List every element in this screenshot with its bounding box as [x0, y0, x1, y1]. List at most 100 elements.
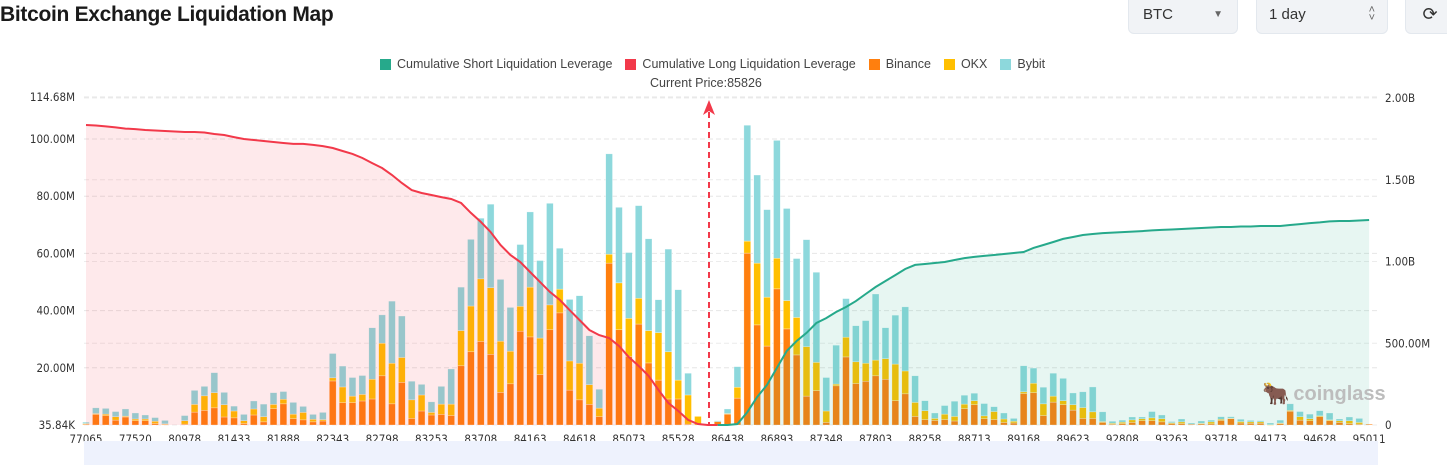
bar-okx [664, 351, 672, 400]
bar-bybit [644, 238, 653, 331]
bar-bybit [368, 327, 376, 380]
bar-bybit [1079, 391, 1087, 408]
zoom-slider[interactable] [84, 441, 1378, 465]
bar-bybit [802, 239, 811, 347]
bar-bybit [467, 239, 475, 307]
bar-bybit [1247, 420, 1255, 423]
legend-item-bybit[interactable]: Bybit [1000, 57, 1045, 71]
legend-swatch-bybit [1000, 58, 1012, 70]
range-select[interactable]: 1 day ˄ ˅ [1256, 0, 1388, 34]
bar-okx [625, 318, 633, 357]
bar-bybit [635, 205, 643, 299]
bar-okx [763, 296, 771, 347]
bar-bybit [990, 406, 998, 412]
watermark-text: coinglass [1293, 382, 1386, 405]
bar-bybit [1325, 412, 1334, 421]
bar-bybit [388, 300, 396, 364]
bar-bybit [338, 365, 347, 388]
symbol-select-value: BTC [1143, 5, 1173, 23]
bar-bybit [220, 392, 228, 405]
bar-bybit [1207, 419, 1215, 423]
y-left-tick-label: 40.00M [36, 304, 75, 318]
bar-bybit [1059, 378, 1067, 401]
bar-bybit [1227, 416, 1235, 419]
bar-bybit [1187, 422, 1196, 425]
y-right-tick-label: 1.50B [1385, 173, 1415, 187]
bar-okx [644, 330, 653, 364]
bar-bybit [575, 295, 584, 364]
refresh-button[interactable]: ⟳ [1405, 0, 1447, 34]
bar-bybit [1108, 421, 1117, 424]
bar-binance [1365, 423, 1373, 426]
bar-bybit [625, 252, 633, 319]
bull-logo-icon: 🐂 [1262, 381, 1290, 406]
bar-bybit [1069, 392, 1077, 405]
bar-bybit [871, 293, 880, 361]
bar-bybit [1158, 414, 1166, 419]
bar-okx [743, 240, 751, 254]
bar-bybit [753, 174, 761, 264]
bar-bybit [131, 412, 139, 420]
y-left-tick-label: 20.00M [36, 361, 75, 375]
bar-okx [753, 262, 761, 326]
bar-bybit [783, 208, 791, 301]
legend-item-binance[interactable]: Binance [868, 57, 931, 71]
bar-bybit [852, 325, 860, 363]
legend-swatch-long [625, 58, 637, 70]
bar-bybit [743, 125, 751, 242]
bar-bybit [240, 414, 248, 421]
bar-bybit [792, 258, 801, 318]
bar-bybit [1000, 412, 1008, 420]
bar-bybit [842, 298, 850, 338]
bar-bybit [1098, 411, 1107, 422]
refresh-icon: ⟳ [1422, 3, 1438, 24]
bar-bybit [1138, 416, 1146, 419]
bar-okx [654, 332, 663, 381]
bar-bybit [348, 377, 357, 397]
bar-bybit [299, 406, 307, 413]
legend-swatch-okx [943, 58, 955, 70]
bar-bybit [1177, 418, 1186, 423]
legend-item-short[interactable]: Cumulative Short Liquidation Leverage [380, 57, 612, 71]
bar-okx [605, 254, 613, 264]
symbol-select[interactable]: BTC ▼ [1128, 0, 1238, 34]
bar-bybit [1020, 365, 1028, 393]
bar-bybit [733, 366, 742, 388]
legend-label: Binance [885, 57, 931, 71]
bar-bybit [654, 299, 663, 333]
bar-bybit [487, 203, 495, 288]
bar-bybit [447, 368, 455, 405]
legend-item-long[interactable]: Cumulative Long Liquidation Leverage [625, 57, 856, 71]
bar-bybit [1197, 420, 1205, 424]
bar-bybit [289, 402, 297, 415]
bar-bybit [862, 320, 870, 364]
current-price-label: Current Price:85826 [650, 76, 762, 90]
bar-bybit [437, 386, 445, 405]
bar-bybit [269, 392, 278, 405]
legend-label: Bybit [1017, 57, 1046, 71]
bar-bybit [358, 375, 367, 395]
bar-bybit [378, 314, 386, 344]
bar-bybit [911, 375, 919, 403]
bar-okx [615, 282, 623, 331]
bar-bybit [1010, 418, 1018, 422]
bar-bybit [556, 247, 564, 290]
bar-bybit [102, 408, 110, 415]
bar-bybit [111, 411, 120, 417]
y-left-tick-label: 80.00M [36, 189, 75, 203]
bar-okx [773, 258, 781, 290]
bar-bybit [329, 353, 337, 379]
y-left-tick-label: 35.84K [39, 418, 76, 432]
bar-bybit [121, 408, 130, 417]
bar-bybit [881, 327, 890, 359]
legend-item-okx[interactable]: OKX [943, 57, 987, 71]
bar-bybit [200, 386, 209, 397]
bar-bybit [931, 412, 939, 419]
current-price-arrow-icon [703, 100, 715, 115]
bar-bybit [714, 420, 722, 422]
y-left-tick-label: 100.00M [30, 132, 75, 146]
bar-bybit [684, 372, 692, 396]
bar-bybit [1345, 416, 1354, 421]
bar-bybit [1296, 411, 1304, 417]
bar-bybit [822, 377, 830, 412]
